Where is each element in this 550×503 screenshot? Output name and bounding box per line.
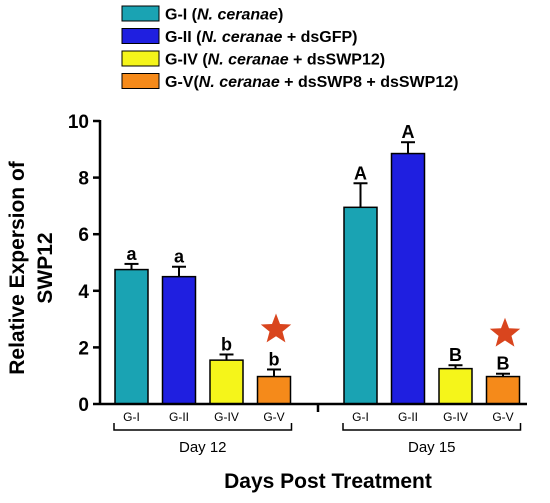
x-axis: G-I G-II G-IV G-V Day 12 G-I G-II G-IV G-V Day 15 (100, 402, 527, 456)
bar (209, 359, 244, 405)
x-axis-label: Days Post Treatment (224, 470, 432, 493)
y-tick-label: 4 (78, 282, 89, 303)
star-icon (489, 317, 521, 347)
significance-letter: b (269, 349, 280, 369)
y-tick-label: 6 (78, 225, 89, 246)
y-tick-label: 10 (68, 112, 89, 133)
x-tick-label: G-I (352, 410, 369, 424)
legend-label: G-I (N. ceranae) (165, 7, 283, 24)
x-tick-label: G-I (123, 410, 140, 424)
group-bracket (342, 423, 522, 431)
x-tick-label: G-IV (214, 410, 239, 424)
bars: a a b b A A B B (114, 122, 521, 405)
group-bracket (113, 423, 293, 431)
x-tick-label: G-V (263, 410, 284, 424)
x-tick-label: G-II (169, 410, 189, 424)
significance-letter: b (221, 334, 232, 354)
legend-swatch (121, 73, 160, 89)
x-tick-label: G-V (492, 410, 513, 424)
bar (161, 275, 197, 405)
legend-swatch (121, 5, 160, 22)
significance-letter: a (174, 247, 185, 267)
legend-swatch (121, 50, 160, 67)
bar (438, 367, 473, 405)
group-label: Day 12 (179, 439, 227, 456)
legend: G-I (N. ceranae) G-II (N. ceranae + dsGFP… (121, 5, 458, 91)
x-tick-label: G-IV (443, 410, 468, 424)
significance-letter: A (354, 163, 367, 183)
star-icon (260, 313, 292, 343)
x-tick-label: G-II (398, 410, 418, 424)
y-tick-label: 2 (78, 338, 89, 359)
y-tick-label: 8 (78, 169, 89, 190)
legend-label: G-V(N. ceranae + dsSWP8 + dsSWP12) (165, 74, 458, 91)
bar (114, 268, 149, 405)
significance-letter: a (126, 244, 137, 264)
y-tick-label: 0 (78, 395, 89, 416)
significance-letter: A (402, 122, 415, 142)
legend-label: G-IV (N. ceranae + dsSWP12) (165, 52, 385, 69)
bar (256, 375, 292, 405)
bar (343, 206, 378, 405)
group-label: Day 15 (408, 439, 456, 456)
y-axis-label-line-1: Relative Expersion of (6, 160, 29, 375)
bar (390, 152, 426, 405)
significance-letter: B (449, 345, 462, 365)
legend-swatch (121, 28, 160, 44)
y-axis-label-line-2: SWP12 (34, 232, 57, 303)
legend-label: G-II (N. ceranae + dsGFP) (165, 29, 358, 46)
significance-letter: B (497, 354, 510, 374)
y-axis: 0 2 4 6 8 10 (68, 112, 102, 416)
bar (485, 375, 521, 405)
